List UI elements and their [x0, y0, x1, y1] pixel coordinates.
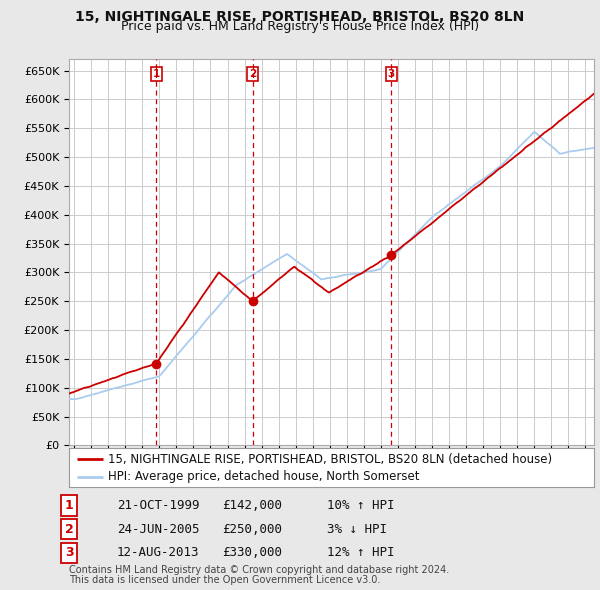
Text: 3% ↓ HPI: 3% ↓ HPI: [327, 523, 387, 536]
Text: Price paid vs. HM Land Registry's House Price Index (HPI): Price paid vs. HM Land Registry's House …: [121, 20, 479, 33]
Text: 3: 3: [388, 68, 395, 78]
Text: 12% ↑ HPI: 12% ↑ HPI: [327, 546, 395, 559]
Text: HPI: Average price, detached house, North Somerset: HPI: Average price, detached house, Nort…: [109, 470, 420, 483]
Text: 24-JUN-2005: 24-JUN-2005: [117, 523, 199, 536]
Text: 10% ↑ HPI: 10% ↑ HPI: [327, 499, 395, 512]
Text: 1: 1: [65, 499, 73, 512]
Text: 15, NIGHTINGALE RISE, PORTISHEAD, BRISTOL, BS20 8LN: 15, NIGHTINGALE RISE, PORTISHEAD, BRISTO…: [76, 10, 524, 24]
Text: 2: 2: [249, 68, 256, 78]
Text: 1: 1: [152, 68, 160, 78]
Text: £250,000: £250,000: [222, 523, 282, 536]
Text: 12-AUG-2013: 12-AUG-2013: [117, 546, 199, 559]
Text: 15, NIGHTINGALE RISE, PORTISHEAD, BRISTOL, BS20 8LN (detached house): 15, NIGHTINGALE RISE, PORTISHEAD, BRISTO…: [109, 453, 553, 466]
Text: 2: 2: [65, 523, 73, 536]
Text: 3: 3: [65, 546, 73, 559]
Text: Contains HM Land Registry data © Crown copyright and database right 2024.: Contains HM Land Registry data © Crown c…: [69, 565, 449, 575]
Text: 21-OCT-1999: 21-OCT-1999: [117, 499, 199, 512]
Text: £142,000: £142,000: [222, 499, 282, 512]
Text: £330,000: £330,000: [222, 546, 282, 559]
Text: This data is licensed under the Open Government Licence v3.0.: This data is licensed under the Open Gov…: [69, 575, 380, 585]
